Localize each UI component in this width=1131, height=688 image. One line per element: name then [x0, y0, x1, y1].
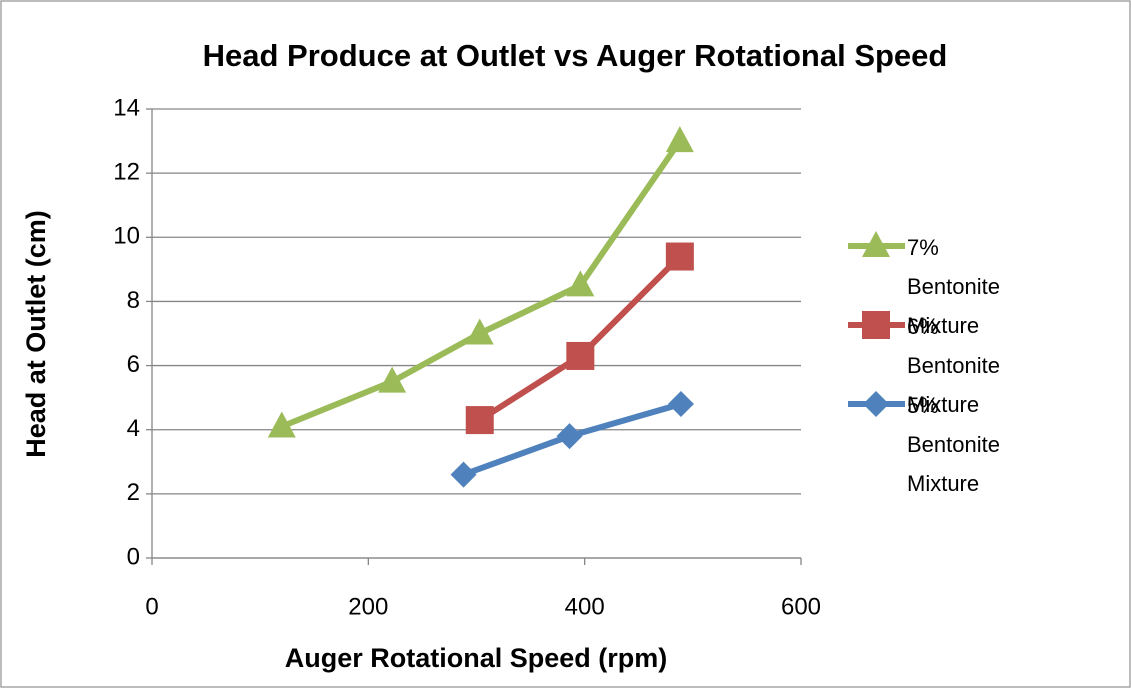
- y-tick-label: 4: [127, 415, 140, 442]
- marker: [863, 391, 889, 417]
- x-tick-label: 200: [348, 593, 388, 620]
- y-tick-label: 6: [127, 351, 140, 378]
- legend-label: 6% Bentonite Mixture: [907, 314, 1000, 417]
- marker: [862, 311, 890, 339]
- legend-swatch: [848, 311, 905, 339]
- marker: [556, 423, 583, 450]
- marker: [862, 231, 890, 257]
- legend-label: 7% Bentonite Mixture: [907, 235, 1000, 338]
- marker: [450, 461, 477, 488]
- marker: [665, 242, 694, 271]
- y-tick-label: 2: [127, 479, 140, 506]
- marker: [465, 406, 494, 435]
- x-axis-title: Auger Rotational Speed (rpm): [285, 643, 668, 673]
- marker: [665, 126, 694, 153]
- legend-label: 5% Bentonite Mixture: [907, 393, 1000, 496]
- y-tick-label: 10: [113, 223, 140, 250]
- y-axis-title: Head at Outlet (cm): [21, 210, 51, 458]
- x-tick-label: 400: [565, 593, 605, 620]
- marker: [378, 366, 407, 393]
- legend-swatch: [848, 231, 905, 257]
- chart-title: Head Produce at Outlet vs Auger Rotation…: [203, 38, 948, 73]
- x-tick-label: 0: [145, 593, 158, 620]
- y-tick-label: 12: [113, 158, 140, 185]
- y-tick-label: 8: [127, 287, 140, 314]
- legend-swatch: [848, 391, 905, 417]
- marker: [465, 318, 494, 345]
- marker: [267, 411, 296, 438]
- marker: [667, 391, 694, 418]
- marker: [566, 341, 595, 370]
- y-tick-label: 14: [113, 94, 140, 121]
- y-tick-label: 0: [127, 543, 140, 570]
- x-tick-label: 600: [781, 593, 821, 620]
- marker: [566, 270, 595, 297]
